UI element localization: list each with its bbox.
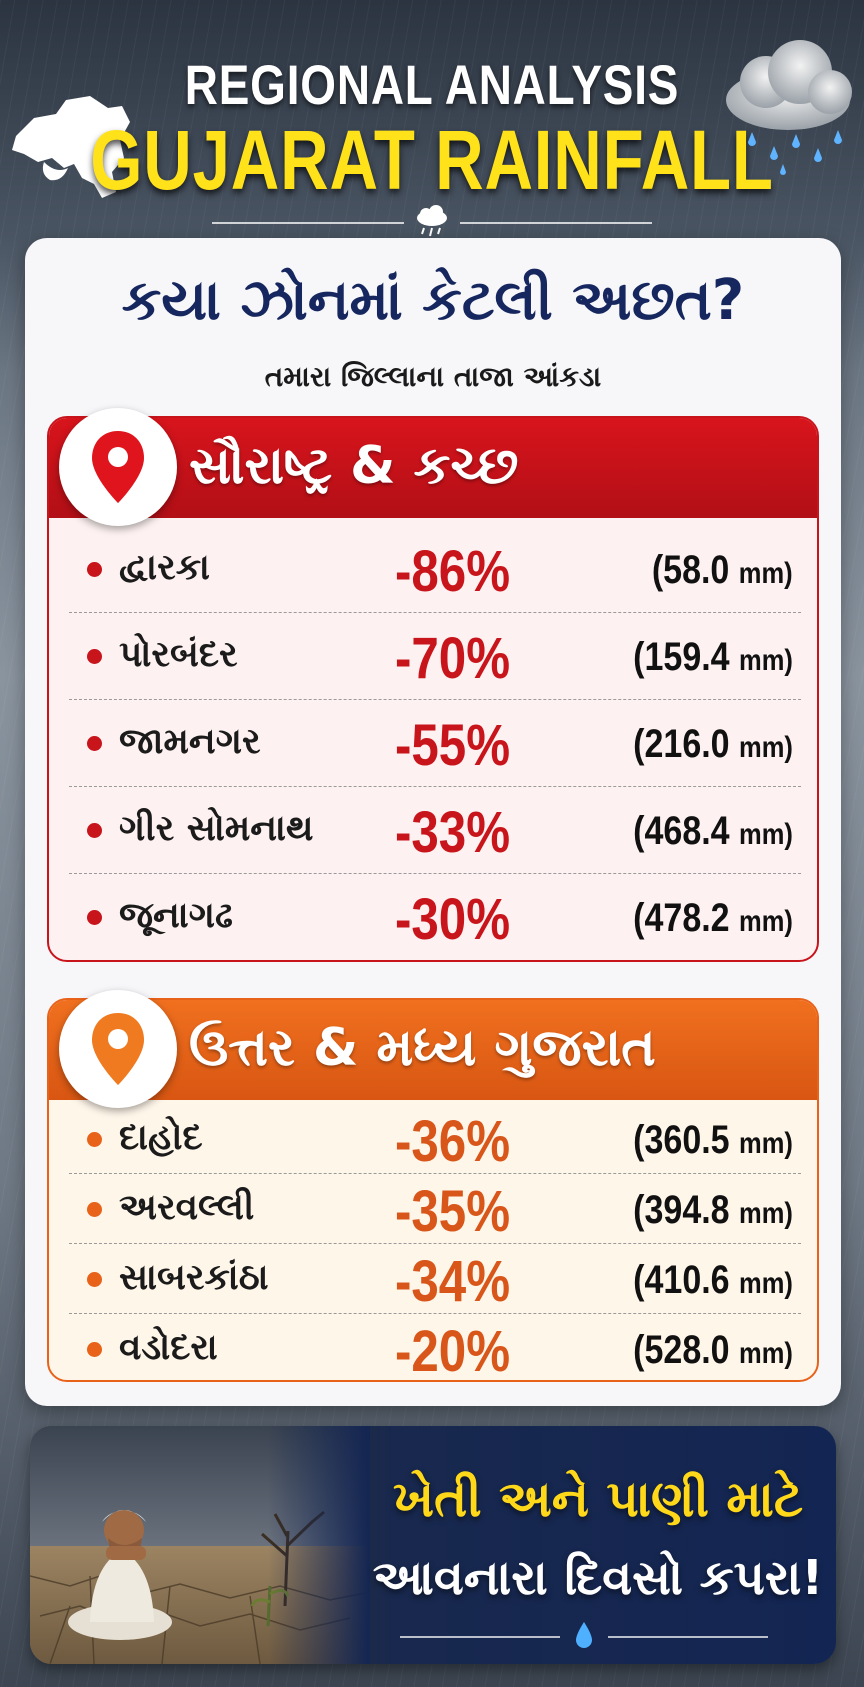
header: REGIONAL ANALYSIS GUJARAT RAINFALL <box>0 0 864 240</box>
deficit-percent: -70% <box>394 626 511 691</box>
zone-header <box>49 1000 817 1100</box>
location-pin-icon <box>92 1013 144 1085</box>
zone-title: ઉત્તર & મધ્ય ગુજરાત <box>189 1018 656 1078</box>
district-name: દાહોદ <box>119 1117 203 1158</box>
district-name: જૂનાગઢ <box>119 895 233 936</box>
district-row: દાહોદ -36% (360.5 mm) <box>69 1104 801 1174</box>
location-pin-icon <box>92 431 144 503</box>
rainfall-amount: (360.5 mm) <box>633 1118 793 1163</box>
main-card: કયા ઝોનમાં કેટલી અછત? તમારા જિલ્લાના તાજ… <box>25 238 841 1406</box>
drought-banner: ખેતી અને પાણી માટે આવનારા દિવસો કપરા! <box>30 1426 836 1664</box>
rainfall-unit: mm) <box>739 1267 793 1300</box>
bullet <box>87 1272 102 1287</box>
rainfall-unit: mm) <box>739 905 793 938</box>
header-divider-left <box>212 222 404 224</box>
rainfall-unit: mm) <box>739 1197 793 1230</box>
deficit-percent: -86% <box>394 539 511 604</box>
bullet <box>87 562 102 577</box>
deficit-percent: -33% <box>394 800 511 865</box>
title-line2: GUJARAT RAINFALL <box>90 113 774 207</box>
rainfall-value: (159.4 <box>633 635 730 679</box>
rainfall-unit: mm) <box>739 1337 793 1370</box>
district-row: જામનગર -55% (216.0 mm) <box>69 700 801 787</box>
rainfall-value: (394.8 <box>633 1188 730 1232</box>
rainfall-value: (410.6 <box>633 1258 730 1302</box>
rainfall-amount: (528.0 mm) <box>633 1328 793 1373</box>
district-name: અરવલ્લી <box>119 1187 255 1228</box>
district-name: ગીર સોમનાથ <box>119 808 314 849</box>
district-row: વડોદરા -20% (528.0 mm) <box>69 1314 801 1384</box>
bullet <box>87 1342 102 1357</box>
district-row: સાબરકાંઠા -34% (410.6 mm) <box>69 1244 801 1314</box>
district-row: અરવલ્લી -35% (394.8 mm) <box>69 1174 801 1244</box>
rain-cloud-icon <box>726 40 852 175</box>
rainfall-unit: mm) <box>739 818 793 851</box>
district-name: જામનગર <box>119 721 261 762</box>
rainfall-amount: (478.2 mm) <box>633 896 793 941</box>
question-heading: કયા ઝોનમાં કેટલી અછત? <box>121 268 745 333</box>
rainfall-unit: mm) <box>739 731 793 764</box>
district-name: સાબરકાંઠા <box>119 1257 269 1298</box>
zone-saurashtra-kutch: સૌરાષ્ટ્ર & કચ્છ દ્વારકા -86% (58.0 mm) … <box>47 408 819 962</box>
bullet <box>87 1202 102 1217</box>
deficit-percent: -30% <box>394 887 511 952</box>
banner-divider-right <box>608 1636 768 1638</box>
rainfall-value: (478.2 <box>633 896 730 940</box>
deficit-percent: -35% <box>394 1179 511 1244</box>
bullet <box>87 823 102 838</box>
deficit-percent: -34% <box>394 1249 511 1314</box>
bullet <box>87 910 102 925</box>
deficit-percent: -36% <box>394 1109 511 1174</box>
rainfall-value: (528.0 <box>633 1328 730 1372</box>
water-drop-icon <box>576 1622 592 1648</box>
bullet <box>87 1132 102 1147</box>
location-pin-badge <box>59 990 177 1108</box>
zone-north-central-gujarat: ઉત્તર & મધ્ય ગુજરાત દાહોદ -36% (360.5 mm… <box>47 990 819 1384</box>
rainfall-value: (216.0 <box>633 722 730 766</box>
zone-title: સૌરાષ્ટ્ર & કચ્છ <box>189 436 519 496</box>
zone-header <box>49 418 817 518</box>
banner-subheadline: આવનારા દિવસો કપરા! <box>372 1550 824 1606</box>
banner-divider-left <box>400 1636 560 1638</box>
rainfall-amount: (410.6 mm) <box>633 1258 793 1303</box>
bullet <box>87 649 102 664</box>
banner-headline: ખેતી અને પાણી માટે <box>392 1470 804 1528</box>
location-pin-badge <box>59 408 177 526</box>
rainfall-amount: (216.0 mm) <box>633 722 793 767</box>
rainfall-value: (468.4 <box>633 809 730 853</box>
district-row: દ્વારકા -86% (58.0 mm) <box>69 526 801 613</box>
rainfall-unit: mm) <box>739 557 793 590</box>
district-row: ગીર સોમનાથ -33% (468.4 mm) <box>69 787 801 874</box>
district-name: પોરબંદર <box>119 634 238 675</box>
title-line1: REGIONAL ANALYSIS <box>184 53 680 116</box>
deficit-percent: -55% <box>394 713 511 778</box>
rainfall-unit: mm) <box>739 1127 793 1160</box>
rainfall-value: (360.5 <box>633 1118 730 1162</box>
small-cloud-icon <box>417 205 447 237</box>
subheading: તમારા જિલ્લાના તાજા આંકડા <box>264 360 602 393</box>
district-row: પોરબંદર -70% (159.4 mm) <box>69 613 801 700</box>
gujarat-map-icon <box>12 96 130 198</box>
district-row: જૂનાગઢ -30% (478.2 mm) <box>69 874 801 961</box>
header-divider-right <box>460 222 652 224</box>
rainfall-unit: mm) <box>739 644 793 677</box>
bullet <box>87 736 102 751</box>
rainfall-value: (58.0 <box>652 548 730 592</box>
district-name: વડોદરા <box>119 1327 218 1368</box>
district-name: દ્વારકા <box>119 547 210 588</box>
rainfall-amount: (159.4 mm) <box>633 635 793 680</box>
drought-farmer-illustration <box>30 1426 370 1664</box>
rainfall-amount: (468.4 mm) <box>633 809 793 854</box>
rainfall-amount: (58.0 mm) <box>652 548 793 593</box>
deficit-percent: -20% <box>394 1319 511 1384</box>
rainfall-amount: (394.8 mm) <box>633 1188 793 1233</box>
